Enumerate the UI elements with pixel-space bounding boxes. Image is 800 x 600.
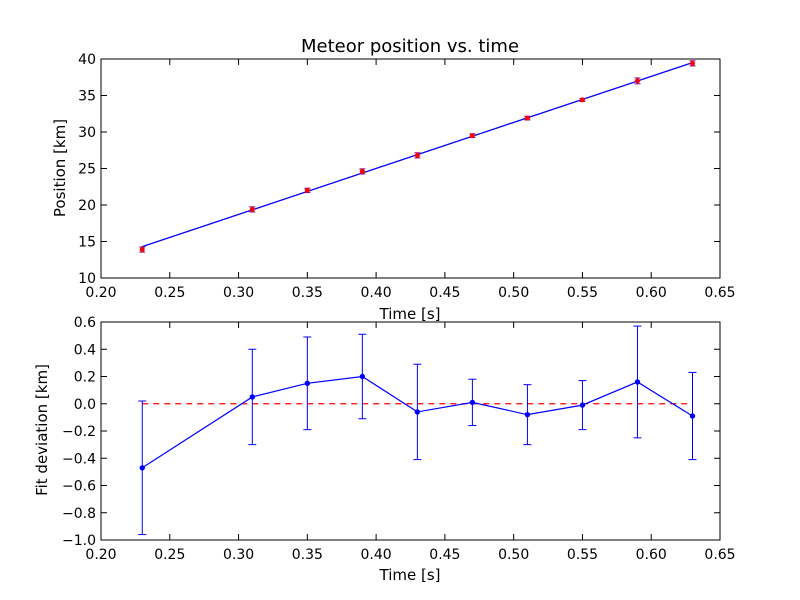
x-tick-label: 0.40 <box>361 285 392 301</box>
x-tick-label: 0.20 <box>85 285 116 301</box>
marker <box>139 247 145 253</box>
data-point <box>304 187 311 194</box>
x-tick-label: 0.30 <box>223 547 254 563</box>
y-tick-label: 20 <box>78 198 96 214</box>
x-tick-label: 0.40 <box>361 547 392 563</box>
y-tick-label: 25 <box>78 162 96 178</box>
marker <box>524 115 530 121</box>
marker <box>304 380 311 387</box>
y-tick-label: 0.6 <box>74 315 96 331</box>
x-tick-label: 0.45 <box>429 285 460 301</box>
marker <box>359 168 365 174</box>
x-tick-label: 0.35 <box>292 547 323 563</box>
data-point <box>359 168 366 175</box>
data-point <box>414 152 421 159</box>
data-point <box>578 380 587 431</box>
x-tick-label: 0.65 <box>704 547 735 563</box>
x-axis-label: Time [s] <box>379 305 441 323</box>
marker <box>414 152 420 158</box>
marker <box>579 97 585 103</box>
y-tick-label: −0.6 <box>62 479 96 495</box>
marker <box>634 379 641 385</box>
data-point <box>468 378 477 427</box>
y-tick-label: 10 <box>78 271 96 287</box>
marker <box>249 206 255 212</box>
plot-area <box>138 325 697 536</box>
x-tick-label: 0.50 <box>498 285 529 301</box>
marker <box>304 187 310 193</box>
y-axis-label: Fit deviation [km] <box>33 364 51 496</box>
marker <box>634 78 640 84</box>
data-point <box>249 206 256 213</box>
data-point <box>139 246 146 253</box>
marker <box>689 60 695 66</box>
data-point <box>303 336 312 431</box>
data-point <box>634 77 641 85</box>
data-point <box>248 348 257 446</box>
x-tick-label: 0.25 <box>154 285 185 301</box>
y-tick-label: 30 <box>78 125 96 141</box>
data-point <box>413 363 422 461</box>
x-tick-label: 0.60 <box>636 285 667 301</box>
y-tick-label: 0.4 <box>74 342 96 358</box>
marker <box>139 465 145 471</box>
marker <box>689 413 696 419</box>
data-point <box>689 60 696 67</box>
marker <box>359 373 366 380</box>
deviation-line <box>141 375 693 469</box>
data-point <box>358 333 367 420</box>
x-tick-label: 0.20 <box>85 547 116 563</box>
y-tick-label: −0.4 <box>62 451 96 467</box>
data-point <box>688 371 697 461</box>
y-axis-label: Position [km] <box>51 119 69 217</box>
position-panel: Meteor position vs. time Time [s] Positi… <box>51 36 736 323</box>
marker <box>249 394 256 400</box>
x-tick-label: 0.25 <box>154 547 185 563</box>
x-tick-label: 0.65 <box>704 285 735 301</box>
x-tick-label: 0.60 <box>636 547 667 563</box>
deviation-panel: Time [s] Fit deviation [km] 0.20 0.25 0.30… <box>33 315 736 584</box>
x-tick-label: 0.50 <box>498 547 529 563</box>
x-tick-label: 0.55 <box>567 547 598 563</box>
x-axis-label: Time [s] <box>379 566 441 584</box>
data-point <box>469 133 476 139</box>
marker <box>524 411 531 418</box>
x-tick-label: 0.45 <box>429 547 460 563</box>
y-tick-label: 15 <box>78 235 96 251</box>
marker <box>469 133 475 139</box>
data-point <box>633 325 642 439</box>
chart-title: Meteor position vs. time <box>301 36 519 57</box>
x-tick-label: 0.30 <box>223 285 254 301</box>
plot-area <box>139 60 696 253</box>
y-tick-label: 0.2 <box>74 370 96 386</box>
marker <box>579 402 586 408</box>
data-point <box>523 384 532 446</box>
data-point <box>524 115 531 121</box>
y-tick-label: −0.8 <box>62 506 96 522</box>
marker <box>414 409 421 415</box>
y-tick-label: −1.0 <box>62 533 96 549</box>
y-tick-label: −0.2 <box>62 424 96 440</box>
x-tick-label: 0.35 <box>292 285 323 301</box>
y-tick-label: 0.0 <box>74 397 96 413</box>
data-point <box>579 97 586 103</box>
x-tick-label: 0.55 <box>567 285 598 301</box>
data-point <box>138 400 147 536</box>
y-tick-label: 40 <box>78 52 96 68</box>
marker <box>469 399 476 406</box>
y-tick-label: 35 <box>78 89 96 105</box>
